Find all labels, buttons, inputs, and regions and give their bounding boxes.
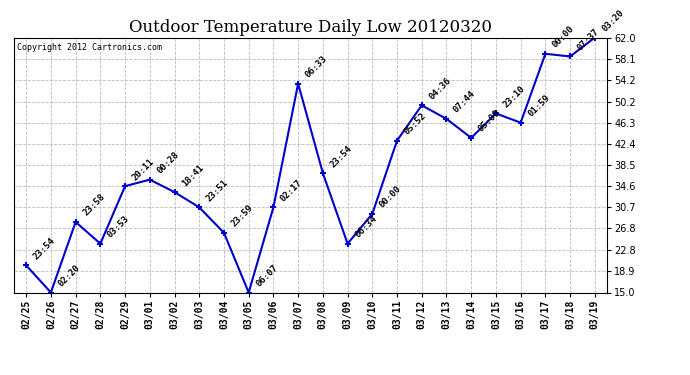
- Title: Outdoor Temperature Daily Low 20120320: Outdoor Temperature Daily Low 20120320: [129, 19, 492, 36]
- Text: 23:58: 23:58: [81, 192, 106, 218]
- Text: 02:20: 02:20: [57, 263, 82, 288]
- Text: 05:09: 05:09: [477, 108, 502, 134]
- Text: 20:11: 20:11: [130, 157, 156, 182]
- Text: 00:28: 00:28: [155, 150, 181, 176]
- Text: 23:51: 23:51: [205, 178, 230, 203]
- Text: 23:10: 23:10: [502, 84, 527, 109]
- Text: 07:37: 07:37: [575, 27, 601, 52]
- Text: 23:59: 23:59: [230, 203, 255, 229]
- Text: 02:17: 02:17: [279, 178, 304, 203]
- Text: 23:54: 23:54: [328, 144, 354, 169]
- Text: 00:00: 00:00: [378, 184, 403, 210]
- Text: 06:33: 06:33: [304, 54, 329, 80]
- Text: 05:52: 05:52: [402, 111, 428, 136]
- Text: 01:59: 01:59: [526, 93, 551, 118]
- Text: 18:41: 18:41: [180, 163, 206, 188]
- Text: 07:44: 07:44: [452, 89, 477, 115]
- Text: Copyright 2012 Cartronics.com: Copyright 2012 Cartronics.com: [17, 43, 161, 52]
- Text: 04:36: 04:36: [427, 76, 453, 101]
- Text: 23:54: 23:54: [32, 236, 57, 261]
- Text: 03:20: 03:20: [600, 8, 626, 33]
- Text: 03:53: 03:53: [106, 214, 131, 240]
- Text: 06:34: 06:34: [353, 214, 379, 240]
- Text: 00:00: 00:00: [551, 24, 576, 50]
- Text: 06:07: 06:07: [254, 263, 279, 288]
